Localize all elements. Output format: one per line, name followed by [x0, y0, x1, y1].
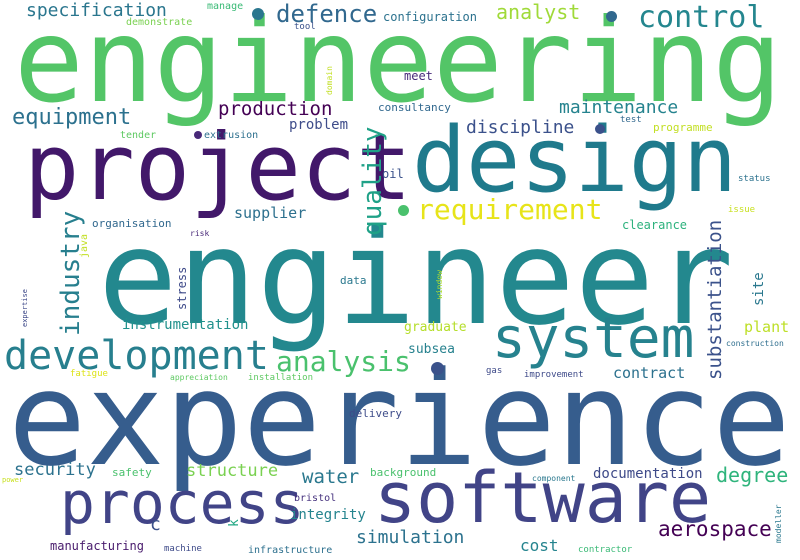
- word-installation: installation: [248, 373, 314, 383]
- word-k: k: [227, 519, 242, 527]
- word-organisation: organisation: [92, 217, 172, 230]
- word-expertise: expertise: [21, 289, 29, 327]
- word-fatigue: fatigue: [70, 369, 108, 379]
- word-safety: safety: [112, 466, 152, 479]
- word-degree: degree: [716, 463, 789, 487]
- word-engineering: engineering: [14, 0, 783, 129]
- word-equipment: equipment: [12, 105, 132, 130]
- word-oil: oil: [382, 167, 404, 181]
- word-quality: quality: [358, 126, 388, 236]
- word-meet: meet: [404, 69, 433, 83]
- word-c: c: [150, 514, 161, 535]
- word-extrusion: extrusion: [204, 130, 259, 141]
- word-substantiation: substantiation: [704, 219, 726, 380]
- word-tool: tool: [294, 22, 316, 32]
- word-graduate: graduate: [404, 320, 467, 335]
- word-gas: gas: [486, 366, 503, 376]
- cloud-dot: [398, 205, 409, 216]
- word-development: development: [4, 333, 269, 379]
- word-specification: specification: [26, 0, 167, 21]
- word-component: component: [532, 474, 576, 483]
- word-analysis: analysis: [276, 345, 411, 378]
- word-construction: construction: [726, 339, 784, 348]
- word-configuration: configuration: [383, 10, 477, 24]
- word-process: process: [60, 469, 305, 537]
- word-test: test: [620, 115, 642, 125]
- word-java: java: [79, 233, 90, 258]
- word-engineer: engineer: [98, 201, 734, 355]
- word-manufacturing: manufacturing: [50, 539, 144, 553]
- word-software: software: [374, 457, 712, 539]
- cloud-dot: [431, 362, 444, 375]
- word-risk: risk: [190, 229, 210, 238]
- word-production: production: [218, 98, 333, 120]
- word-structure: structure: [186, 461, 279, 481]
- word-project: project: [24, 114, 412, 221]
- word-demonstrate: demonstrate: [126, 17, 193, 28]
- word-modeller: modeller: [774, 504, 783, 543]
- word-security: security: [14, 460, 96, 480]
- word-experience: experience: [8, 343, 791, 495]
- word-appreciation: appreciation: [170, 373, 228, 382]
- word-contractor: contractor: [578, 545, 633, 555]
- word-supplier: supplier: [234, 204, 307, 222]
- cloud-dot: [252, 8, 264, 20]
- word-plant: plant: [744, 318, 790, 336]
- word-consultancy: consultancy: [378, 101, 451, 114]
- word-machine: machine: [164, 544, 202, 554]
- word-control: control: [638, 0, 765, 35]
- word-manage: manage: [207, 1, 244, 12]
- word-instrumentation: instrumentation: [122, 317, 249, 333]
- word-tender: tender: [120, 130, 157, 141]
- word-stress: stress: [175, 266, 189, 310]
- word-contract: contract: [613, 364, 686, 382]
- word-discipline: discipline: [466, 117, 575, 138]
- word-cost: cost: [520, 536, 559, 555]
- word-data: data: [340, 274, 367, 287]
- cloud-dot: [606, 11, 617, 22]
- word-analyst: analyst: [496, 0, 581, 24]
- word-programme: programme: [653, 121, 713, 134]
- word-industry: industry: [56, 210, 86, 336]
- word-site: site: [751, 272, 767, 306]
- word-background: background: [370, 466, 437, 479]
- word-simulation: simulation: [356, 527, 465, 548]
- word-water: water: [302, 466, 360, 488]
- word-subsea: subsea: [408, 342, 455, 357]
- word-problem: problem: [289, 117, 349, 133]
- cloud-dot: [595, 124, 605, 134]
- word-infrastructure: infrastructure: [248, 545, 333, 556]
- word-requirement: requirement: [417, 193, 603, 226]
- word-integrity: integrity: [290, 507, 366, 523]
- word-power: power: [2, 476, 24, 484]
- word-status: status: [738, 174, 771, 184]
- word-clearance: clearance: [622, 218, 688, 232]
- word-delivery: delivery: [349, 407, 402, 420]
- word-system: system: [492, 306, 695, 371]
- word-issue: issue: [728, 205, 756, 215]
- word-window: window: [435, 270, 444, 299]
- cloud-dot: [194, 131, 202, 139]
- word-design: design: [412, 108, 738, 213]
- word-domain: domain: [325, 66, 334, 95]
- word-bristol: bristol: [294, 493, 337, 504]
- word-aerospace: aerospace: [658, 517, 772, 541]
- word-defence: defence: [276, 0, 378, 28]
- word-maintenance: maintenance: [559, 97, 679, 118]
- word-improvement: improvement: [524, 370, 584, 380]
- word-documentation: documentation: [593, 466, 703, 482]
